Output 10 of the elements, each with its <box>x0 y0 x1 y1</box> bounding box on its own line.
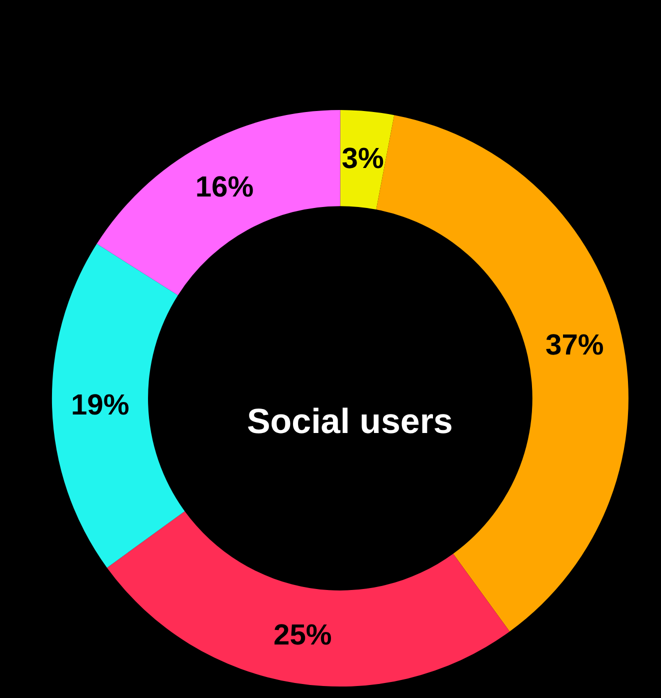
text: Social users <box>246 402 453 442</box>
data-label: 37% <box>546 330 604 362</box>
data-label: 19% <box>70 390 130 422</box>
data-label: 3% <box>342 142 384 175</box>
donut-slice <box>106 511 510 686</box>
donut-slice <box>340 110 394 210</box>
data-label: 16% <box>195 171 254 204</box>
donut-slice <box>96 110 340 296</box>
data-label: 25% <box>273 619 332 652</box>
donut-slice <box>52 244 185 568</box>
